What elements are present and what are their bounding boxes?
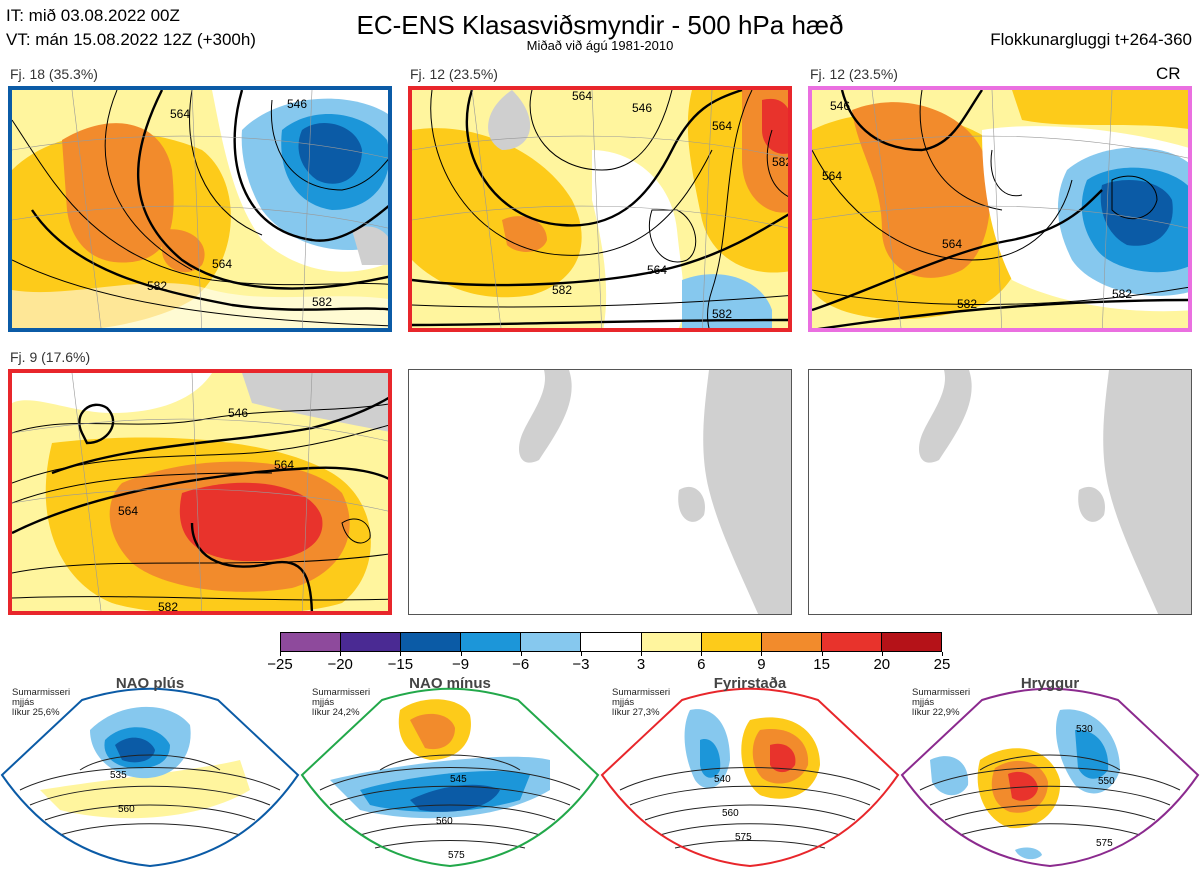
regime-4-info: Sumarmisseri mjjás líkur 22,9% (912, 687, 971, 718)
regime-4-title: Hryggur (1020, 675, 1080, 692)
regime-3-contour-label: 575 (735, 832, 752, 843)
colorbar-swatch (641, 633, 702, 651)
colorbar-swatch (881, 633, 942, 651)
colorbar-tick-mark (400, 652, 402, 656)
colorbar-tick-mark (280, 652, 281, 656)
regime-blocking: 540 560 575 Fyrirstaða Sumarmisseri mjjás… (600, 670, 900, 871)
valid-time: VT: mán 15.08.2022 12Z (+300h) (6, 30, 256, 49)
colorbar-swatch (401, 633, 462, 651)
cluster-1-contour-label: 564 (212, 257, 232, 271)
regime-2-contour-label: 545 (450, 774, 467, 785)
regime-1-info: Sumarmisseri mjjás líkur 25,6% (12, 687, 71, 718)
regime-nao-plus: 535 560 NAO plús Sumarmisseri mjjás líkur … (0, 670, 300, 871)
regime-2-info: Sumarmisseri mjjás líkur 24,2% (312, 687, 371, 718)
cluster-4-label: Fj. 9 (17.6%) (10, 349, 91, 365)
cluster-2-map: 564 546 564 582 564 582 582 (408, 86, 792, 332)
colorbar-tick-mark (701, 652, 703, 656)
cr-label: CR (1156, 64, 1181, 83)
colorbar-tick-label: −3 (572, 656, 590, 673)
regime-4-contour-label: 530 (1076, 724, 1093, 735)
colorbar-tick-mark (460, 652, 462, 656)
regime-4-contour-label: 575 (1096, 838, 1113, 849)
cluster-4-contour-label: 564 (118, 504, 138, 518)
regime-1-title: NAO plús (115, 675, 185, 692)
cluster-2-contour-label: 564 (572, 90, 592, 103)
colorbar-swatch (821, 633, 882, 651)
empty-map-panel (408, 369, 792, 615)
cluster-3-contour-label: 582 (1112, 287, 1132, 301)
colorbar-swatch (581, 633, 642, 651)
cluster-2-contour-label: 546 (632, 101, 652, 115)
cluster-3-map: 546 564 564 582 582 (808, 86, 1192, 332)
cluster-4-contour-label: 546 (228, 406, 248, 420)
cluster-4-contour-label: 582 (158, 600, 178, 614)
colorbar-tick-mark (641, 652, 643, 656)
cluster-3-label: Fj. 12 (23.5%) (810, 66, 898, 82)
regime-nao-minus: 545 560 575 NAO mínus Sumarmisseri mjjás l… (300, 670, 600, 871)
colorbar-tick-label: −20 (327, 656, 353, 673)
colorbar-swatch (341, 633, 402, 651)
regime-3-contour-label: 540 (714, 774, 731, 785)
colorbar-tick-mark (580, 652, 582, 656)
colorbar-tick-mark (821, 652, 823, 656)
regime-4-contour-label: 550 (1098, 776, 1115, 787)
colorbar-swatch (461, 633, 522, 651)
init-time: IT: mið 03.08.2022 00Z (6, 6, 180, 25)
regime-1-contour-label: 535 (110, 770, 127, 781)
regime-2-contour-label: 560 (436, 816, 453, 827)
cluster-1-contour-label: 582 (312, 295, 332, 309)
cluster-2-contour-label: 564 (647, 263, 667, 277)
regime-2-contour-label: 575 (448, 850, 465, 861)
colorbar-tick-mark (881, 652, 883, 656)
colorbar-tick-label: 15 (813, 656, 830, 673)
colorbar-tick-mark (761, 652, 763, 656)
regime-1-contour-label: 560 (118, 804, 135, 815)
colorbar-tick-mark (340, 652, 342, 656)
cluster-4-map: 546 564 564 582 (8, 369, 392, 615)
cluster-2-contour-label: 582 (712, 307, 732, 321)
colorbar-tick-label: 20 (873, 656, 891, 673)
regime-3-title: Fyrirstaða (713, 675, 787, 692)
page-title: EC-ENS Klasasviðsmyndir - 500 hPa hæð (356, 10, 844, 40)
regime-3-contour-label: 560 (722, 808, 739, 819)
cluster-3-contour-label: 564 (942, 237, 962, 251)
cluster-1-label: Fj. 18 (35.3%) (10, 66, 98, 82)
cluster-2-label: Fj. 12 (23.5%) (410, 66, 498, 82)
regime-ridge: 530 550 575 Hryggur Sumarmisseri mjjás lík… (900, 670, 1200, 871)
colorbar-tick-mark (942, 652, 943, 656)
colorbar-tick-mark (520, 652, 522, 656)
cluster-3-contour-label: 564 (822, 169, 842, 183)
cluster-1-contour-label: 564 (170, 107, 190, 121)
cluster-3-contour-label: 546 (830, 99, 850, 113)
colorbar-tick-label: −6 (512, 656, 530, 673)
colorbar-swatch (761, 633, 822, 651)
colorbar-tick-label: 6 (697, 656, 706, 673)
cluster-4-contour-label: 564 (274, 458, 294, 472)
clustering-window: Flokkunargluggi t+264-360 (990, 30, 1192, 49)
regime-2-title: NAO mínus (409, 675, 491, 692)
colorbar-swatch (521, 633, 582, 651)
colorbar-tick-label: −9 (451, 656, 470, 673)
cluster-1-contour-label: 582 (147, 279, 167, 293)
colorbar-swatch (281, 633, 342, 651)
cluster-1-map: 564 546 564 582 582 (8, 86, 392, 332)
cluster-3-contour-label: 582 (957, 297, 977, 311)
regime-3-info: Sumarmisseri mjjás líkur 27,3% (612, 687, 671, 718)
cluster-1-contour-label: 546 (287, 97, 307, 111)
colorbar-tick-label: 3 (636, 656, 646, 673)
colorbar-tick-label: −15 (387, 656, 414, 673)
cluster-2-contour-label: 564 (712, 119, 732, 133)
empty-map-panel (808, 369, 1192, 615)
cluster-2-contour-label: 582 (772, 155, 792, 169)
colorbar-swatch (701, 633, 762, 651)
cluster-2-contour-label: 582 (552, 283, 572, 297)
anomaly-colorbar (280, 632, 942, 652)
page-subtitle: Miðað við ágú 1981-2010 (526, 38, 674, 53)
colorbar-tick-label: 9 (757, 656, 766, 673)
colorbar-tick-label: −25 (267, 656, 293, 673)
colorbar-tick-label: 25 (933, 656, 951, 673)
